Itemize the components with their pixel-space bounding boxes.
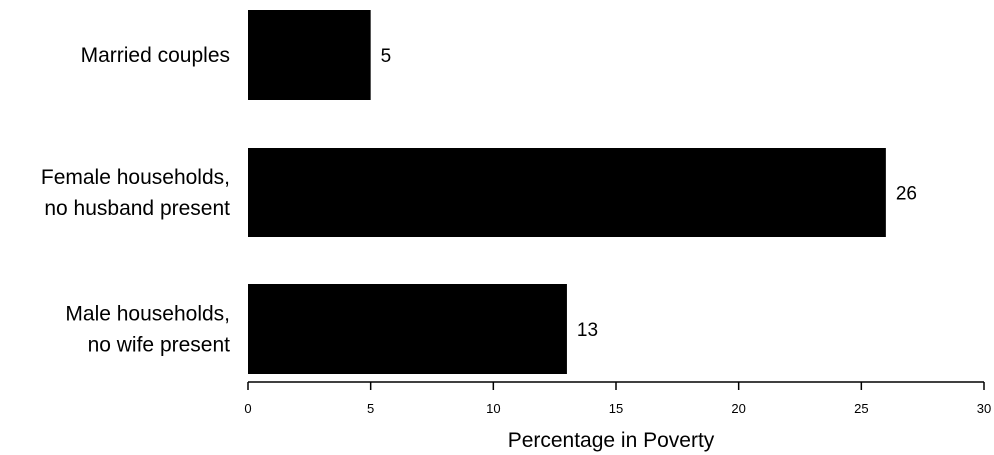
x-axis-title: Percentage in Poverty — [508, 429, 715, 452]
category-labels-group: Married couples Female households, no husb… — [41, 44, 230, 357]
category-label-2-line-1: Female households, — [41, 166, 230, 189]
x-tick-label-10: 10 — [486, 401, 500, 416]
category-label-2-line-2: no husband present — [44, 197, 230, 220]
category-label-3-line-2: no wife present — [88, 334, 231, 357]
x-tick-label-30: 30 — [977, 401, 991, 416]
x-tick-label-5: 5 — [367, 401, 374, 416]
bar-2 — [248, 148, 886, 237]
bar-3 — [248, 284, 567, 374]
x-tick-label-0: 0 — [244, 401, 251, 416]
x-tick-label-20: 20 — [731, 401, 745, 416]
category-label-3-line-1: Male households, — [65, 303, 230, 326]
value-labels-group: 5 26 13 — [381, 46, 917, 341]
value-label-1: 5 — [381, 46, 392, 67]
x-tick-label-15: 15 — [609, 401, 623, 416]
x-tick-label-25: 25 — [854, 401, 868, 416]
bar-1 — [248, 10, 371, 100]
x-axis-ticks-group: 0 5 10 15 20 25 30 — [244, 382, 991, 416]
value-label-2: 26 — [896, 184, 917, 205]
bars-group — [248, 10, 886, 374]
x-axis: 0 5 10 15 20 25 30 — [244, 381, 991, 416]
category-label-1-line-1: Married couples — [81, 44, 230, 67]
value-label-3: 13 — [577, 320, 598, 341]
